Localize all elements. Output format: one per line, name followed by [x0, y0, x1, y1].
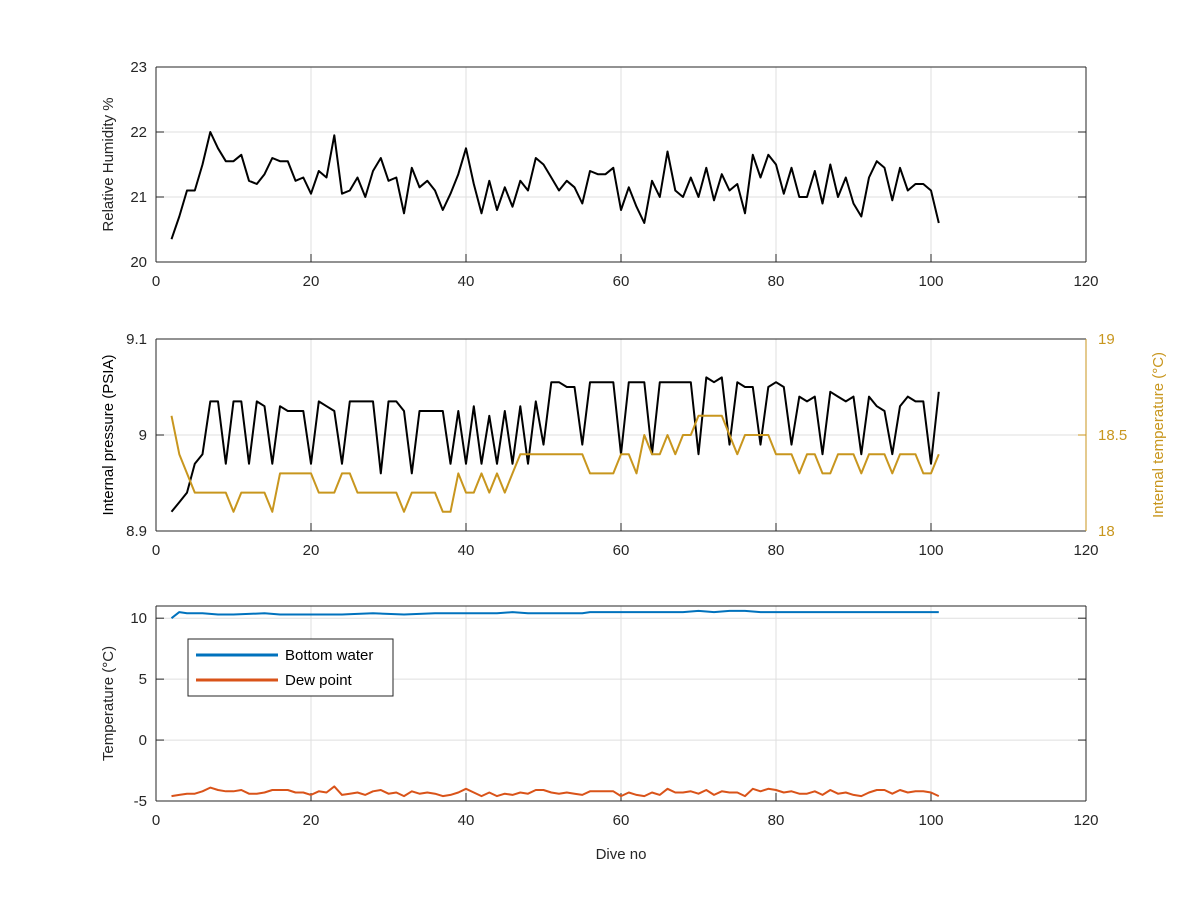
x-tick-label: 80 [768, 542, 785, 559]
x-tick-label: 80 [768, 812, 785, 829]
series-line-2 [170, 414, 940, 513]
panel-1: 0 20 40 60 80 100 120 20 21 22 23 Relative Humidity… [100, 59, 1099, 290]
x-tick-label: 0 [152, 273, 160, 290]
y2-tick-label: 19 [1098, 331, 1115, 348]
x-tick-label: 60 [613, 812, 630, 829]
x-tick-label: 20 [303, 542, 320, 559]
y-tick-label: 9.1 [126, 331, 147, 348]
x-tick-label: 60 [613, 273, 630, 290]
x-tick-label: 20 [303, 812, 320, 829]
y2-tick-label: 18 [1098, 523, 1115, 540]
y-axis-label: Relative Humidity % [100, 97, 117, 231]
x-tick-label: 0 [152, 812, 160, 829]
panel-2: 0 20 40 60 80 100 120 8.9 9 9.1 18 18.5 19 Internal p… [100, 331, 1167, 559]
x-tick-label: 40 [458, 273, 475, 290]
y-tick-label: 23 [130, 59, 147, 76]
x-tick-label: 0 [152, 542, 160, 559]
x-tick-label: 40 [458, 542, 475, 559]
y-tick-label: 5 [139, 671, 147, 688]
y-tick-label: 21 [130, 189, 147, 206]
x-tick-label: 80 [768, 273, 785, 290]
legend: Bottom water Dew point [187, 638, 394, 697]
x-tick-label: 20 [303, 273, 320, 290]
series-line-2 [171, 785, 940, 798]
y-axis-label: Internal pressure (PSIA) [100, 355, 117, 516]
y-tick-label: 8.9 [126, 523, 147, 540]
x-tick-label: 60 [613, 542, 630, 559]
y-tick-label: 0 [139, 732, 147, 749]
y-tick-label: 20 [130, 254, 147, 271]
y-tick-label: -5 [134, 793, 147, 810]
y-axis-label: Temperature (°C) [100, 646, 117, 761]
x-tick-label: 120 [1073, 812, 1098, 829]
series-line-1 [170, 376, 940, 513]
y2-axis-label: Internal temperature (°C) [1150, 352, 1167, 518]
y-tick-label: 10 [130, 610, 147, 627]
x-tick-label: 100 [918, 542, 943, 559]
series-line-1 [170, 609, 939, 619]
legend-box [187, 638, 394, 697]
y-tick-label: 9 [139, 427, 147, 444]
legend-label: Bottom water [285, 647, 373, 664]
panel-3: 0 20 40 60 80 100 120 -5 0 5 10 Temperature (°C) Div… [100, 605, 1099, 863]
x-axis-label: Dive no [596, 846, 647, 863]
y-tick-label: 22 [130, 124, 147, 141]
series-line-1 [170, 131, 940, 240]
x-tick-label: 120 [1073, 542, 1098, 559]
x-tick-label: 100 [918, 273, 943, 290]
x-tick-label: 100 [918, 812, 943, 829]
x-tick-label: 120 [1073, 273, 1098, 290]
y2-tick-label: 18.5 [1098, 427, 1127, 444]
legend-label: Dew point [285, 672, 353, 689]
x-tick-label: 40 [458, 812, 475, 829]
